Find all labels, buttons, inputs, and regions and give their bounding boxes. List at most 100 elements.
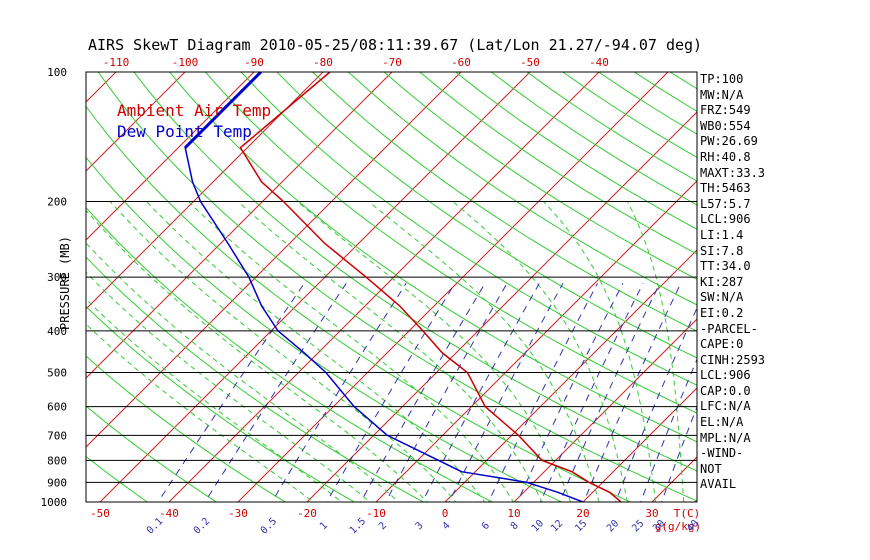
isotherm-line [444, 249, 697, 502]
mixing-ratio-tick-label: 1 [318, 520, 330, 532]
mixing-ratio-tick-label: 12 [549, 518, 565, 534]
bottom-temperature-tick-label: -50 [90, 507, 110, 520]
dry-adiabat-line [0, 72, 21, 511]
mixing-ratio-tick-label: 0.5 [259, 516, 280, 537]
dry-adiabat-line [312, 72, 697, 332]
dew-point-temp-upper-segment [184, 72, 262, 149]
isotherm-line [582, 387, 697, 502]
stat-line: SI:7.8 [700, 243, 744, 258]
mixing-ratio-line [421, 283, 540, 502]
dry-adiabat-line [86, 305, 356, 502]
bottom-temperature-tick-label: -40 [159, 507, 179, 520]
dry-adiabat-line [0, 72, 91, 511]
stat-line: LCL:906 [700, 212, 751, 227]
dry-adiabat-line [86, 256, 425, 502]
bottom-temperature-tick-label: 30 [645, 507, 658, 520]
dry-adiabat-line [240, 72, 697, 386]
mixing-ratio-tick-label: 8 [509, 520, 521, 532]
moist-adiabat-line [146, 201, 486, 502]
mixing-ratio-line [271, 283, 407, 502]
mixing-ratio-tick-label: 10 [530, 518, 546, 534]
dry-adiabat-line [490, 72, 697, 206]
chart-title: AIRS SkewT Diagram 2010-05-25/08:11:39.6… [88, 36, 703, 54]
mixing-ratio-tick-label: 6 [480, 520, 492, 532]
moist-adiabat-line [86, 242, 400, 502]
isotherm-line [790, 72, 870, 502]
isotherm-line [859, 72, 870, 502]
mixing-ratio-tick-label: 25 [630, 518, 646, 534]
mixing-ratio-tick-label: 4 [441, 520, 453, 532]
plot-frame [85, 71, 698, 503]
stat-line: TH:5463 [700, 181, 751, 196]
mixing-ratio-line [385, 283, 508, 502]
dry-adiabat-line [205, 72, 697, 414]
moist-adiabat-line [109, 201, 457, 502]
stat-line: CAPE:0 [700, 337, 744, 352]
top-temperature-tick-label: -80 [313, 56, 333, 69]
mixing-ratio-tick-label: 2 [377, 520, 389, 532]
stat-line: TT:34.0 [700, 259, 751, 274]
mixing-ratio-unit-label: g(g/kg) [655, 520, 701, 533]
stat-line: SW:N/A [700, 290, 744, 305]
stat-line: TP:100 [700, 72, 744, 86]
isotherm-line [86, 72, 255, 241]
isotherm-line [237, 72, 669, 502]
moist-adiabat-lines [86, 201, 685, 502]
temperature-unit-label: T(C) [674, 507, 701, 520]
y-axis-label: PRESSURE (MB) [58, 236, 72, 330]
mixing-ratio-lines [157, 283, 697, 502]
stat-line: -PARCEL- [700, 321, 758, 336]
stat-line: L57:5.7 [700, 196, 751, 211]
mixing-ratio-line [326, 283, 456, 502]
bottom-temperature-tick-label: 0 [442, 507, 449, 520]
stat-line: KI:287 [700, 274, 744, 289]
pressure-tick-label: 800 [47, 454, 67, 467]
moist-adiabat-line [368, 201, 600, 502]
stat-line: WB0:554 [700, 118, 751, 133]
top-temperature-tick-label: -60 [451, 56, 471, 69]
stat-line: FRZ:549 [700, 103, 751, 118]
legend-dew-point-temp: Dew Point Temp [117, 122, 252, 141]
moist-adiabat-line [86, 209, 428, 502]
mixing-ratio-line [583, 283, 682, 502]
moist-adiabat-line [86, 323, 315, 502]
pressure-tick-label: 1000 [41, 496, 68, 509]
stat-line: -WIND- [700, 446, 744, 461]
dry-adiabat-line [86, 455, 149, 502]
mixing-ratio-tick-label: 15 [573, 518, 589, 534]
pressure-tick-label: 700 [47, 429, 67, 442]
isotherm-line [168, 72, 600, 502]
moist-adiabat-line [188, 201, 514, 502]
top-temperature-tick-label: -70 [382, 56, 402, 69]
dry-adiabat-line [133, 72, 697, 472]
moist-adiabat-line [452, 201, 628, 502]
bottom-temperature-tick-label: 10 [507, 507, 520, 520]
pressure-tick-label: 900 [47, 476, 67, 489]
stat-line: LCL:906 [700, 368, 751, 383]
stat-line: NOT [700, 461, 722, 476]
moist-adiabat-line [543, 201, 657, 502]
pressure-tick-label: 500 [47, 367, 67, 380]
stat-line: LFC:N/A [700, 399, 751, 414]
isotherm-line [86, 72, 462, 448]
stat-line: MAXT:33.3 [700, 165, 766, 180]
dry-adiabat-line [86, 206, 494, 502]
mixing-ratio-line [448, 283, 564, 502]
bottom-temperature-tick-label: -10 [366, 507, 386, 520]
top-temperature-tick-label: -100 [172, 56, 199, 69]
stat-line: RH:40.8 [700, 149, 751, 164]
isotherm-line [86, 72, 393, 379]
isotherm-line [0, 72, 47, 502]
dry-adiabat-line [86, 355, 287, 502]
isotherm-line [375, 180, 697, 502]
moist-adiabat-line [297, 201, 572, 502]
isotherm-line [306, 111, 697, 502]
pressure-tick-label: 200 [47, 195, 67, 208]
bottom-temperature-tick-label: -30 [228, 507, 248, 520]
stat-line: EL:N/A [700, 415, 744, 430]
stat-line: MW:N/A [700, 87, 744, 102]
top-temperature-tick-label: -110 [103, 56, 130, 69]
stat-line: PW:26.69 [700, 134, 758, 149]
legend-ambient-air-temp: Ambient Air Temp [117, 101, 272, 120]
dry-adiabat-line [276, 72, 697, 359]
